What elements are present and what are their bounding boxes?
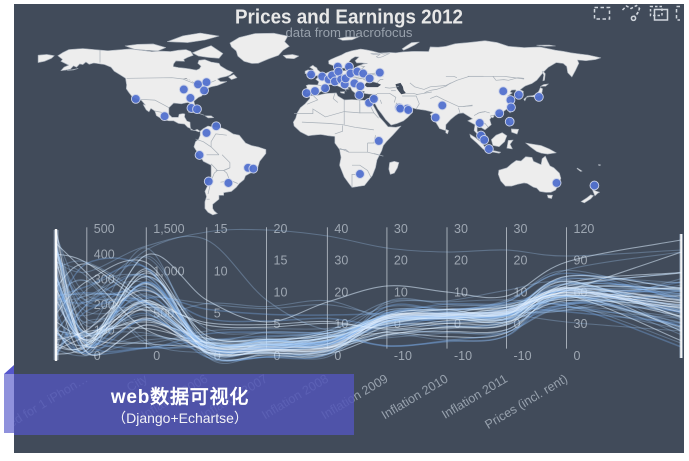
svg-text:30: 30	[334, 254, 348, 268]
svg-text:10: 10	[454, 285, 468, 299]
svg-text:30: 30	[514, 222, 528, 236]
svg-text:0: 0	[454, 317, 461, 331]
svg-text:20: 20	[274, 222, 288, 236]
svg-text:120: 120	[574, 222, 595, 236]
svg-text:30: 30	[394, 222, 408, 236]
svg-text:1,000: 1,000	[153, 264, 184, 278]
svg-text:0: 0	[334, 349, 341, 363]
svg-text:Prices and Earnings 2012: Prices and Earnings 2012	[235, 7, 463, 29]
svg-text:-10: -10	[454, 349, 472, 363]
svg-text:30: 30	[454, 222, 468, 236]
svg-text:300: 300	[94, 273, 115, 287]
svg-text:20: 20	[454, 254, 468, 268]
svg-text:0: 0	[94, 349, 101, 363]
svg-text:10: 10	[274, 285, 288, 299]
svg-text:0: 0	[153, 349, 160, 363]
svg-text:500: 500	[94, 222, 115, 236]
svg-text:400: 400	[94, 247, 115, 261]
svg-text:20: 20	[394, 254, 408, 268]
svg-text:200: 200	[94, 298, 115, 312]
svg-text:10: 10	[214, 264, 228, 278]
svg-text:30: 30	[574, 317, 588, 331]
svg-text:0: 0	[394, 317, 401, 331]
svg-text:5: 5	[214, 307, 221, 321]
svg-text:data from macrofocus: data from macrofocus	[286, 25, 414, 40]
svg-text:10: 10	[514, 285, 528, 299]
svg-text:0: 0	[574, 349, 581, 363]
svg-text:-10: -10	[514, 349, 532, 363]
svg-text:15: 15	[274, 254, 288, 268]
svg-text:-10: -10	[394, 349, 412, 363]
svg-text:20: 20	[514, 254, 528, 268]
svg-text:10: 10	[394, 285, 408, 299]
svg-text:40: 40	[334, 222, 348, 236]
svg-text:15: 15	[214, 222, 228, 236]
svg-text:1,500: 1,500	[153, 222, 184, 236]
